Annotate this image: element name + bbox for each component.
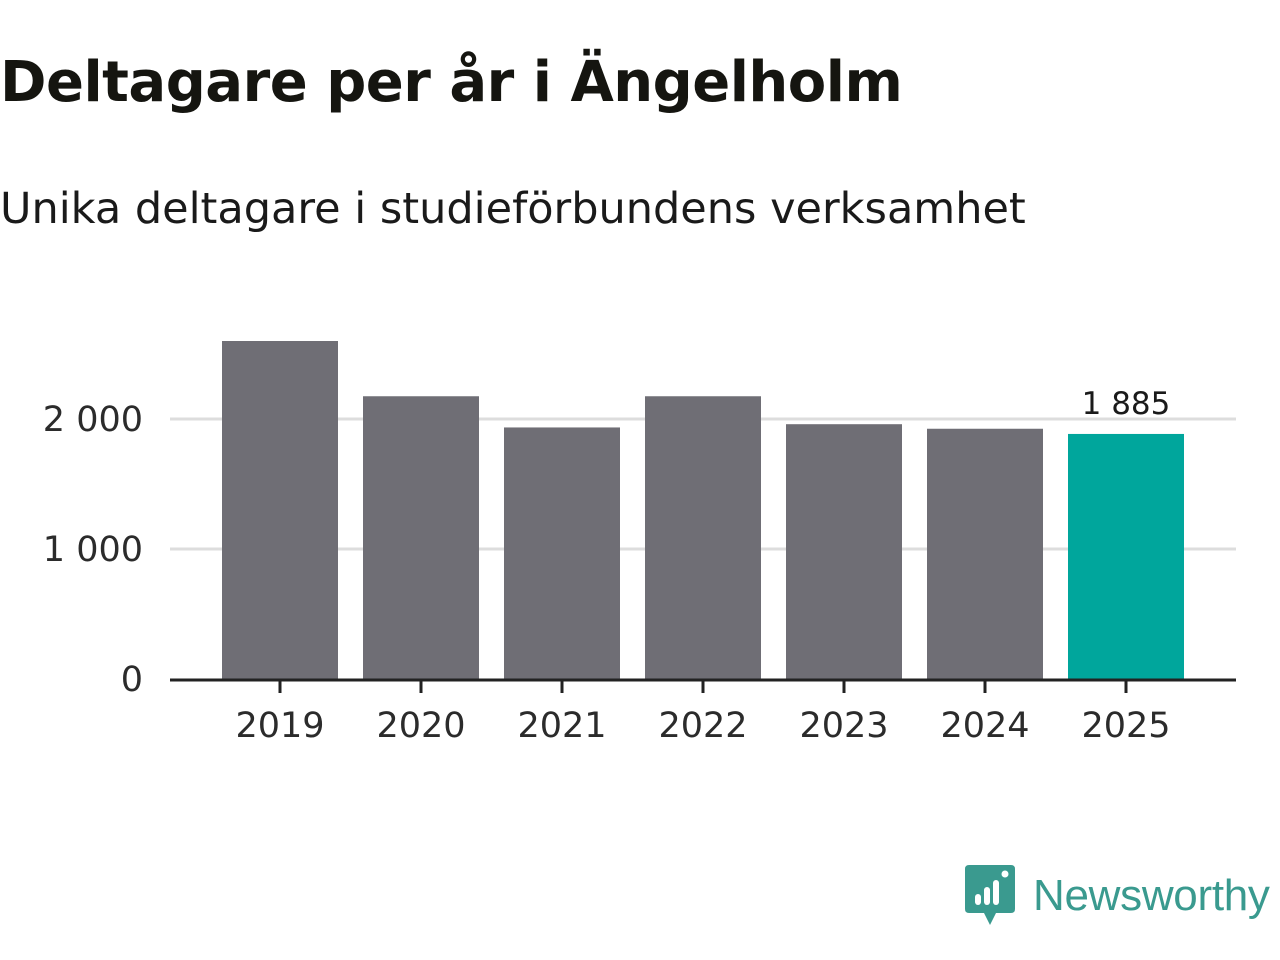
brand-logo: Newsworthy — [965, 864, 1270, 928]
x-tick-label: 2023 — [799, 706, 888, 746]
chart-subtitle: Unika deltagare i studieförbundens verks… — [0, 184, 1026, 234]
x-tick-label: 2020 — [376, 706, 465, 746]
y-tick-label: 0 — [121, 660, 143, 700]
bar-chart: 0 1 000 2 000 2019 2020 2021 2022 2023 2024 2025 1… — [43, 341, 1236, 746]
newsworthy-logo-icon — [965, 865, 1015, 925]
x-tick-label: 2024 — [940, 706, 1029, 746]
bar-2023 — [786, 424, 902, 679]
x-tick-label: 2019 — [235, 706, 324, 746]
x-tick-label: 2021 — [517, 706, 606, 746]
bar-2021 — [504, 427, 620, 679]
bar-2024 — [927, 428, 1043, 679]
x-tick-label: 2022 — [658, 706, 747, 746]
bar-2020 — [363, 396, 479, 679]
x-tick-label: 2025 — [1081, 706, 1170, 746]
bar-2022 — [645, 396, 761, 679]
y-tick-label: 1 000 — [43, 530, 143, 570]
y-tick-label: 2 000 — [43, 400, 143, 440]
brand-name: Newsworthy — [1033, 871, 1270, 920]
data-label: 1 885 — [1082, 386, 1171, 422]
bar-2025 — [1068, 433, 1184, 679]
bar-2019 — [222, 341, 338, 679]
chart-title: Deltagare per år i Ängelholm — [0, 50, 903, 115]
